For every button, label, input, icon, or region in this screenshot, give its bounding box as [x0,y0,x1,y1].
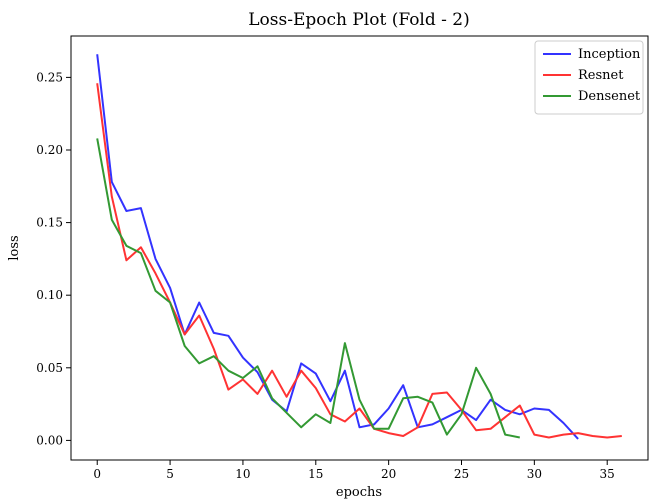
x-tick-label: 10 [235,467,250,481]
series-line-resnet [96,83,622,439]
x-tick-label: 30 [527,467,542,481]
y-tick-label: 0.00 [36,433,63,447]
legend: Inception Resnet Densenet [534,40,644,115]
y-tick-label: 0.10 [36,288,63,302]
y-tick-label: 0.05 [36,361,63,375]
x-tick-label: 20 [381,467,396,481]
y-tick-label: 0.20 [36,143,63,157]
x-tick-label: 25 [454,467,469,481]
y-axis-label: loss [7,235,22,260]
series-line-densenet [96,138,520,439]
legend-label-densenet: Densenet [578,89,641,104]
y-axis: 0.00 0.05 0.10 0.15 0.20 0.25 [36,70,71,447]
x-axis: 0 5 10 15 20 25 30 35 [93,460,615,481]
x-tick-label: 15 [308,467,323,481]
legend-label-resnet: Resnet [578,68,624,83]
plot-area [70,35,649,461]
x-axis-label: epochs [336,485,382,500]
chart-title: Loss-Epoch Plot (Fold - 2) [248,10,470,30]
series-lines [96,54,622,440]
x-tick-label: 35 [600,467,615,481]
x-tick-label: 5 [166,467,174,481]
y-tick-label: 0.15 [36,216,63,230]
legend-label-inception: Inception [578,47,641,62]
y-tick-label: 0.25 [36,70,63,84]
x-tick-label: 0 [93,467,101,481]
